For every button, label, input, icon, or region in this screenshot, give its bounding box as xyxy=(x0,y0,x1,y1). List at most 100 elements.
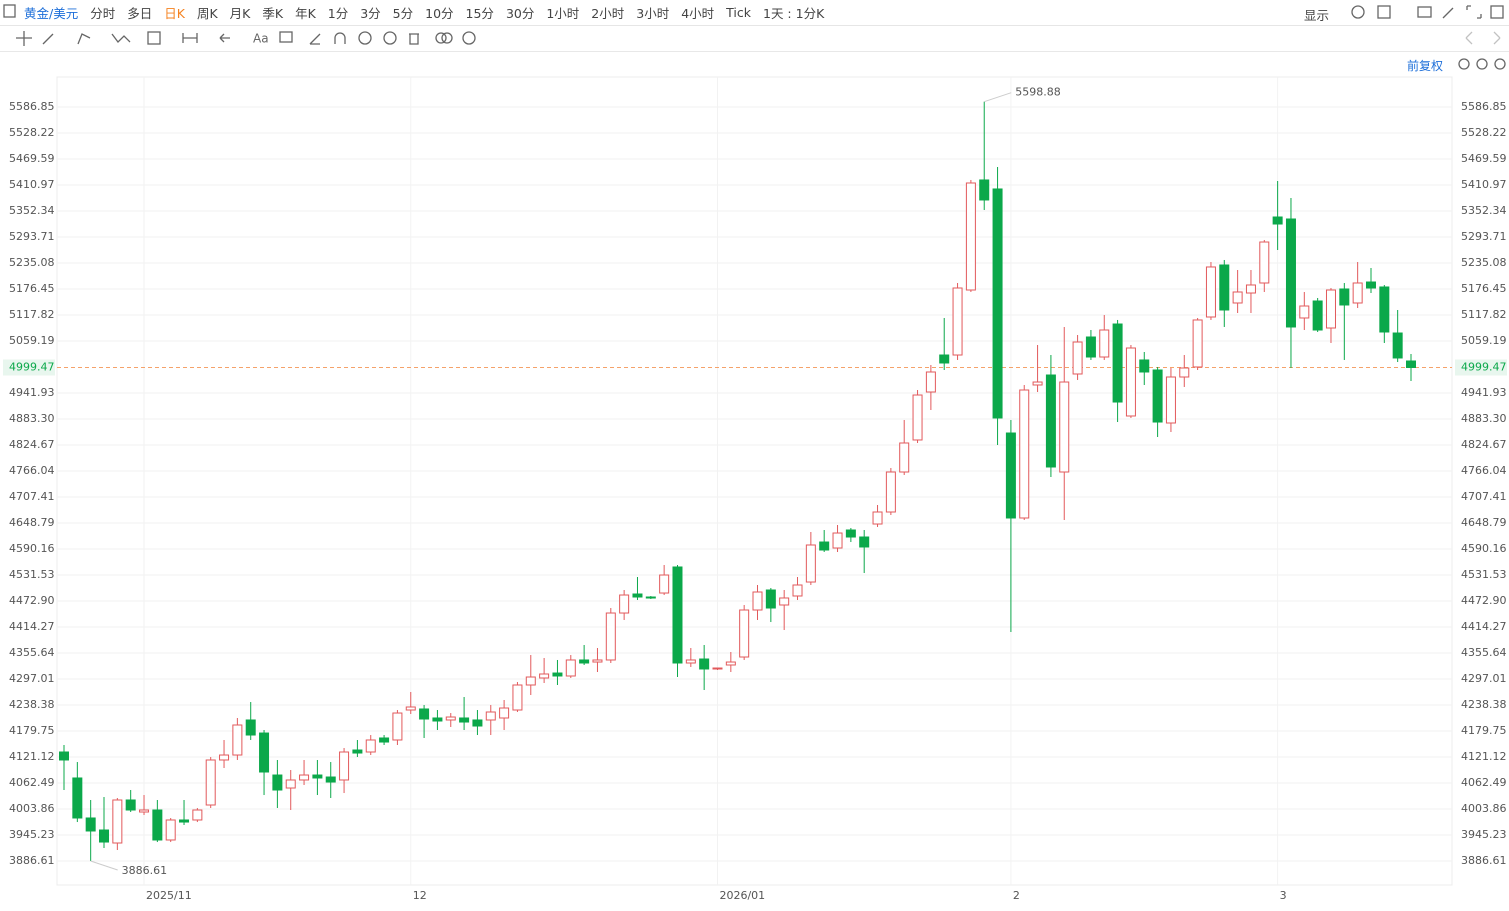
fullscreen-icon[interactable] xyxy=(1466,5,1482,19)
candle-body xyxy=(139,809,150,813)
period-button[interactable]: 3分 xyxy=(360,6,381,21)
y-tick-label: 5117.82 xyxy=(9,308,55,321)
line-icon[interactable] xyxy=(42,33,54,45)
y-tick-label-right: 4824.67 xyxy=(1461,438,1507,451)
low-label: 3886.61 xyxy=(122,864,168,877)
candle-body xyxy=(312,774,323,779)
compare-icon[interactable] xyxy=(435,32,447,44)
wave-icon[interactable] xyxy=(111,33,131,43)
period-button[interactable]: 1小时 xyxy=(546,6,580,21)
angle-icon[interactable] xyxy=(309,33,321,45)
symbol[interactable]: 黄金/美元 xyxy=(24,6,79,21)
candle-body xyxy=(1045,374,1056,468)
y-tick-label-right: 5235.08 xyxy=(1461,256,1507,269)
measure-icon[interactable] xyxy=(182,33,198,43)
candle-body xyxy=(59,751,69,761)
period-button[interactable]: 15分 xyxy=(465,6,494,21)
period-button[interactable]: 分时 xyxy=(90,6,116,21)
arrow-icon[interactable] xyxy=(219,33,230,43)
candle-body xyxy=(899,442,910,473)
candle-body xyxy=(1099,329,1110,358)
period-button[interactable]: 年K xyxy=(295,6,316,21)
period-button[interactable]: 3小时 xyxy=(636,6,670,21)
candle-body xyxy=(672,566,683,664)
x-tick-label: 12 xyxy=(413,889,427,902)
y-tick-label: 4590.16 xyxy=(9,542,55,555)
zoom-in-icon[interactable] xyxy=(1494,58,1506,70)
undo-icon[interactable] xyxy=(1465,31,1473,45)
toolbar: 黄金/美元 分时 多日 日K 周K 月K 季K 年K 1分 3分 5分 10分 15分 30分 1小时 2小… xyxy=(0,0,1509,26)
x-tick-label: 2 xyxy=(1013,889,1020,902)
panel-icon[interactable] xyxy=(1490,5,1504,19)
y-tick-label: 4003.86 xyxy=(9,802,55,815)
y-tick-label: 3945.23 xyxy=(9,828,55,841)
candle-body xyxy=(419,708,430,720)
lock-icon[interactable] xyxy=(383,31,397,45)
note-icon[interactable] xyxy=(279,31,293,43)
y-tick-label-right: 4121.12 xyxy=(1461,750,1507,763)
period-button[interactable]: 10分 xyxy=(425,6,454,21)
period-button[interactable]: 1分 xyxy=(327,6,349,21)
high-leader xyxy=(984,92,1012,103)
y-tick-label: 5352.34 xyxy=(9,204,55,217)
period-button[interactable]: 周K xyxy=(196,6,218,21)
period-button[interactable]: 月K xyxy=(229,6,251,21)
candle-body xyxy=(1059,381,1070,473)
display-menu[interactable]: 显示 xyxy=(1304,8,1330,23)
y-tick-label-right: 5410.97 xyxy=(1461,178,1507,191)
candle-body xyxy=(1285,218,1296,328)
period-button[interactable]: 日K xyxy=(164,6,185,21)
candle-body xyxy=(272,774,283,791)
candle-body xyxy=(1392,332,1403,359)
hide-icon[interactable] xyxy=(358,31,372,45)
drawing-tools: Aa xyxy=(16,5,1506,70)
y-tick-label-right: 5293.71 xyxy=(1461,230,1507,243)
adjust-button[interactable]: 前复权 xyxy=(1407,59,1444,73)
period-button[interactable]: Tick xyxy=(726,5,751,20)
low-leader xyxy=(90,860,118,871)
candle-body xyxy=(1152,369,1163,423)
y-tick-label: 5176.45 xyxy=(9,282,55,295)
period-button[interactable]: 4小时 xyxy=(681,6,715,21)
current-price-label-right: 4999.47 xyxy=(1461,360,1507,373)
settings-icon[interactable] xyxy=(462,31,476,45)
zoom-out-icon[interactable] xyxy=(1476,58,1488,70)
candle-body xyxy=(752,591,763,611)
y-tick-label-right: 5176.45 xyxy=(1461,282,1507,295)
candle-body xyxy=(1032,381,1043,386)
candle-body xyxy=(819,541,830,551)
period-button[interactable]: 2小时 xyxy=(591,6,625,21)
magnet-icon[interactable] xyxy=(334,32,346,44)
gear-icon[interactable] xyxy=(1351,5,1365,19)
period-button[interactable]: 5分 xyxy=(392,6,414,21)
redo-icon[interactable] xyxy=(1493,31,1501,45)
period-button[interactable]: 季K xyxy=(262,6,284,21)
delete-icon[interactable] xyxy=(409,33,419,45)
period-button[interactable]: 多日 xyxy=(127,6,153,21)
y-tick-label-right: 5469.59 xyxy=(1461,152,1507,165)
pen-icon[interactable] xyxy=(1442,7,1454,19)
move-icon[interactable] xyxy=(16,31,32,46)
y-tick-label: 4414.27 xyxy=(9,620,55,633)
fib-icon[interactable] xyxy=(147,31,161,45)
poly-icon[interactable] xyxy=(77,33,91,45)
candle-body xyxy=(765,589,776,609)
y-tick-label-right: 4297.01 xyxy=(1461,672,1507,685)
high-label: 5598.88 xyxy=(1015,86,1061,99)
y-tick-label-right: 4590.16 xyxy=(1461,542,1507,555)
layout-icon[interactable] xyxy=(3,4,16,18)
compare-icon-2[interactable] xyxy=(441,32,453,44)
y-tick-label-right: 4531.53 xyxy=(1461,568,1507,581)
reset-icon[interactable] xyxy=(1458,58,1470,70)
y-tick-label-right: 4179.75 xyxy=(1461,724,1507,737)
y-tick-label: 4472.90 xyxy=(9,594,55,607)
period-button[interactable]: 1天 : 1分K xyxy=(763,6,825,21)
period-button[interactable]: 30分 xyxy=(505,6,535,21)
text-tool[interactable]: Aa xyxy=(253,32,269,46)
camera-icon[interactable] xyxy=(1417,6,1432,18)
window-icon[interactable] xyxy=(1377,5,1391,19)
candle-body xyxy=(1005,432,1016,519)
y-tick-label: 4648.79 xyxy=(9,516,55,529)
x-tick-label: 3 xyxy=(1280,889,1287,902)
